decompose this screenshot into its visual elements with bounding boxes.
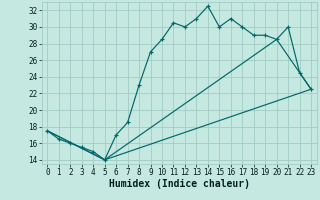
X-axis label: Humidex (Indice chaleur): Humidex (Indice chaleur)	[109, 179, 250, 189]
